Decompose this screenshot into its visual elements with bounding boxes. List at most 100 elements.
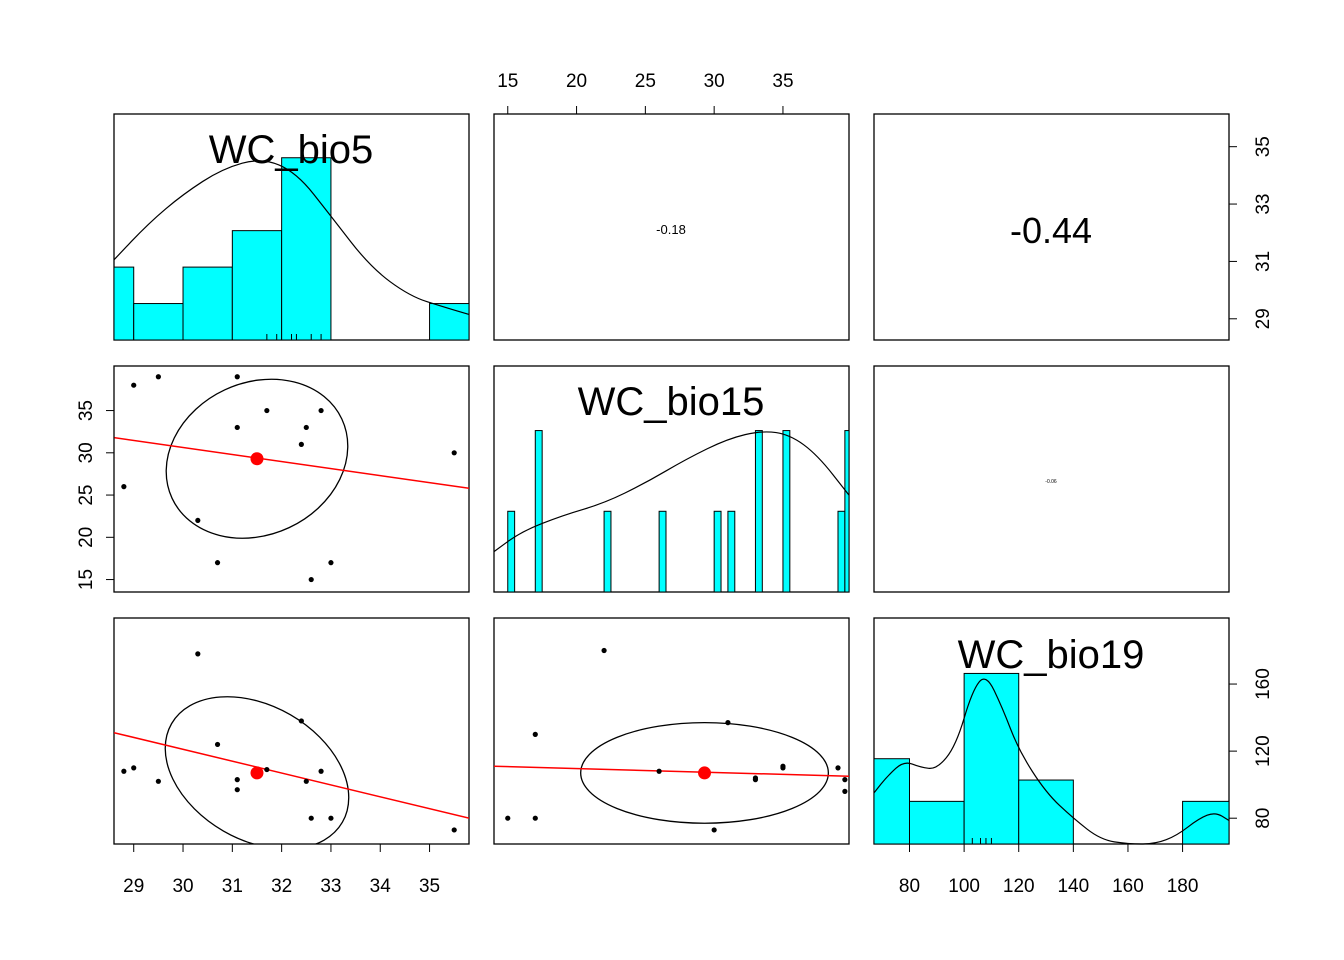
- x-axis-bio19-tick-label: 80: [899, 876, 920, 897]
- y-axis-bio19-tick-label: 120: [1253, 735, 1274, 767]
- histogram-bar: [782, 430, 791, 593]
- x-axis-bio15-tick-label: 30: [704, 71, 725, 92]
- y-axis-bio15-tick-label: 20: [76, 527, 97, 548]
- histogram-bar: [603, 510, 612, 593]
- panel-frame-r1c2: [873, 365, 1230, 593]
- histogram-bar: [182, 266, 233, 341]
- scatter-point: [303, 424, 309, 431]
- regression-line: [114, 731, 469, 819]
- scatter-point: [318, 407, 324, 414]
- diag-label-bio15: WC_bio15: [578, 380, 765, 424]
- scatter-panel-bio15_vs_bio19: [494, 647, 849, 833]
- scatter-point: [780, 763, 786, 769]
- scatter-point: [842, 788, 848, 794]
- histogram-bar: [837, 510, 846, 593]
- x-axis-bio5-tick-label: 35: [419, 876, 440, 897]
- scatter-point: [214, 560, 221, 566]
- mean-point: [698, 766, 712, 780]
- scatter-point: [328, 560, 334, 566]
- histogram-bar: [727, 510, 736, 593]
- scatter-point: [505, 815, 511, 821]
- y-axis-bio15-tick-label: 15: [76, 569, 97, 590]
- x-axis-bio15-tick-label: 15: [497, 71, 518, 92]
- histogram-bar: [231, 230, 283, 341]
- correlation-label-r0c1: -0.18: [656, 222, 686, 237]
- histogram-bar: [1018, 779, 1074, 845]
- x-axis-bio5-tick-label: 33: [320, 876, 341, 897]
- scatter-point: [195, 517, 201, 524]
- y-axis-bio15-tick-label: 25: [76, 484, 97, 505]
- scatter-point: [131, 382, 137, 388]
- scatter-point: [601, 647, 607, 654]
- scatter-point: [318, 768, 324, 774]
- scatter-point: [234, 374, 240, 380]
- histogram-bar: [713, 510, 722, 593]
- correlation-ellipse: [580, 721, 830, 824]
- histogram-bar: [754, 430, 763, 593]
- regression-line: [494, 765, 849, 778]
- y-axis-bio15-tick-label: 30: [76, 442, 97, 463]
- diag-label-bio5: WC_bio5: [209, 128, 374, 172]
- correlation-label-r1c2: -0.06: [1045, 479, 1057, 485]
- histogram-bar: [281, 157, 332, 341]
- scatter-point: [155, 778, 161, 784]
- y-axis-bio5-tick-label: 31: [1253, 251, 1274, 272]
- panel-frame-r2c0: [113, 617, 470, 845]
- x-axis-bio19-tick-label: 120: [1003, 876, 1035, 897]
- scatter-point: [842, 777, 848, 783]
- scatter-point: [532, 731, 538, 737]
- mean-point: [250, 452, 264, 466]
- histogram-bar: [909, 800, 965, 845]
- scatter-point: [264, 407, 270, 414]
- scatter-point: [308, 576, 314, 583]
- scatter-point: [234, 777, 240, 783]
- histogram-bar: [1182, 800, 1230, 845]
- correlation-ellipse: [165, 378, 349, 539]
- scatter-point: [725, 720, 731, 726]
- scatter-point: [121, 484, 127, 490]
- histogram-bar: [429, 303, 470, 341]
- panel-frame-r2c1: [493, 617, 850, 845]
- correlation-ellipse: [164, 696, 350, 844]
- scatter-point: [711, 827, 717, 833]
- chart-marks: 29 30 31 32 33 34 35 80 100 120 140 160 180 15 20 25 30 3…: [76, 71, 1274, 897]
- scatter-point: [532, 815, 538, 821]
- mean-point: [250, 766, 264, 780]
- x-axis-bio19-tick-label: 100: [948, 876, 980, 897]
- histogram-bar: [113, 266, 135, 341]
- y-axis-bio5-tick-label: 33: [1253, 193, 1274, 214]
- density-curve: [113, 160, 470, 316]
- y-axis-bio19-tick-label: 80: [1253, 808, 1274, 829]
- y-axis-bio15-tick-label: 35: [76, 400, 97, 421]
- scatter-point: [298, 718, 304, 724]
- scatter-point: [234, 424, 240, 431]
- scatter-point: [155, 374, 161, 380]
- x-axis-bio19-tick-label: 180: [1167, 876, 1199, 897]
- diag-label-bio19: WC_bio19: [958, 633, 1145, 677]
- x-axis-bio5-tick-label: 34: [370, 876, 392, 897]
- x-axis-bio19-tick-label: 140: [1057, 876, 1089, 897]
- density-curve: [873, 678, 1230, 845]
- scatter-point: [328, 815, 334, 821]
- histogram-bar: [133, 303, 184, 341]
- scatter-point: [303, 778, 309, 784]
- scatter-point: [264, 766, 270, 773]
- x-axis-bio19-tick-label: 160: [1112, 876, 1144, 897]
- scatter-point: [121, 768, 127, 774]
- density-curve: [493, 431, 850, 553]
- regression-line: [114, 436, 469, 490]
- histogram-bar: [844, 430, 850, 593]
- x-axis-bio15-tick-label: 35: [772, 71, 793, 92]
- scatter-point: [835, 765, 841, 771]
- histogram-bar: [534, 430, 543, 593]
- scatter-point: [195, 651, 201, 657]
- histogram-bar: [658, 510, 667, 593]
- scatter-point: [451, 827, 457, 833]
- scatter-point: [234, 787, 240, 793]
- x-axis-bio15-tick-label: 20: [566, 71, 587, 92]
- scatter-point: [131, 765, 137, 771]
- scatter-point: [451, 450, 457, 456]
- x-axis-bio5-tick-label: 30: [172, 876, 193, 897]
- x-axis-bio5-tick-label: 31: [222, 876, 243, 897]
- x-axis-bio5-tick-label: 29: [123, 876, 144, 897]
